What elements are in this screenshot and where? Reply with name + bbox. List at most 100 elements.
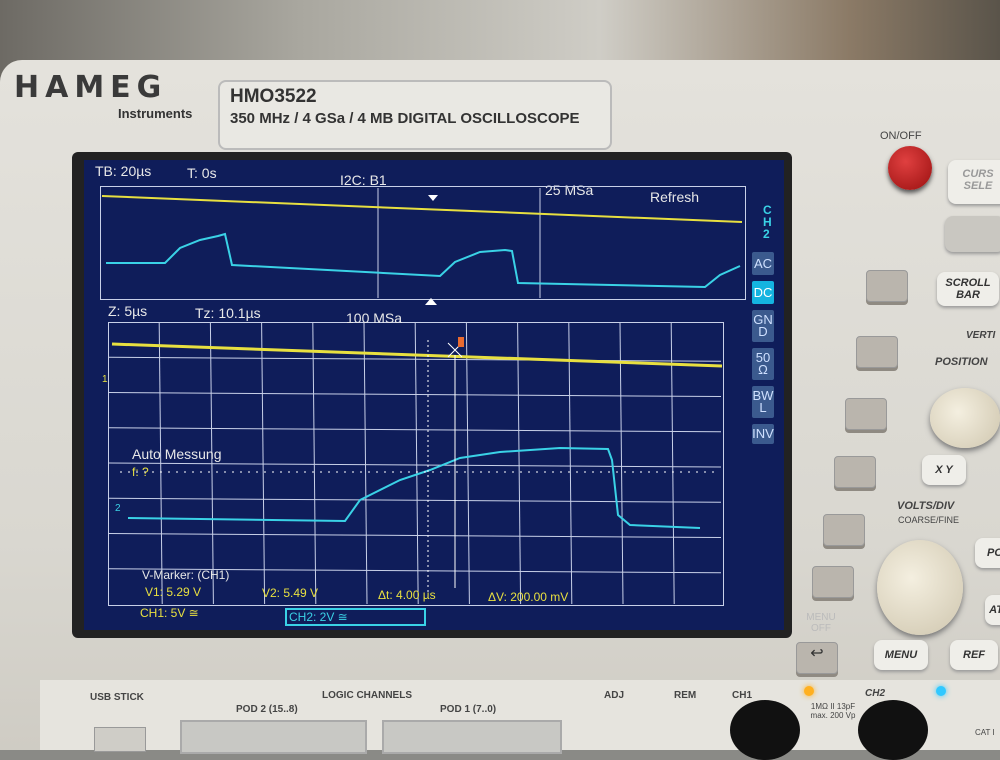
zoom-timebase: Z: 5µs xyxy=(108,303,148,319)
grid-line xyxy=(670,322,675,605)
position-knob[interactable] xyxy=(930,388,1000,448)
side-menu-item[interactable]: 50Ω xyxy=(752,348,774,380)
po-button[interactable]: PO xyxy=(975,538,1000,568)
ch2-level-marker: 2 xyxy=(115,503,121,514)
cat-label: CAT I xyxy=(975,728,995,737)
cursor-v1: V1: 5.29 V xyxy=(145,585,202,599)
ch1-led xyxy=(804,686,814,696)
softkey-4[interactable] xyxy=(834,456,876,488)
rotate-button[interactable] xyxy=(945,216,1000,252)
zoom-ch2-trace xyxy=(127,446,701,529)
grid-line xyxy=(312,322,317,605)
cursor-delta-t: Δt: 4.00 µs xyxy=(378,588,436,602)
model-name: HMO3522 xyxy=(230,86,317,107)
overview-ch1-trace xyxy=(101,195,743,223)
rem-label: REM xyxy=(674,690,697,701)
overview-window xyxy=(100,186,746,300)
auto-measure-title: Auto Messung xyxy=(132,446,222,462)
ch2-led xyxy=(936,686,946,696)
brand-logo: HAMEG xyxy=(14,70,168,105)
ch1-scale[interactable]: CH1: 5V ≅ xyxy=(140,606,199,620)
zoom-ch1-trace xyxy=(111,342,723,368)
softkey-3[interactable] xyxy=(845,398,887,430)
vertical-section-label: VERTI xyxy=(966,330,996,341)
grid-line xyxy=(414,322,419,605)
cursor-title: V-Marker: (CH1) xyxy=(142,568,230,582)
side-menu-item[interactable]: GND xyxy=(752,310,774,342)
side-menu-title: CH2 xyxy=(763,203,772,241)
grid-line xyxy=(108,462,722,468)
return-icon: ↩ xyxy=(810,645,824,662)
grid-line xyxy=(619,322,624,605)
coarse-fine-label: COARSE/FINE xyxy=(898,515,960,525)
pod1-label: POD 1 (7..0) xyxy=(440,704,497,715)
grid-line xyxy=(108,392,722,397)
ch2-bnc-input[interactable] xyxy=(858,700,928,760)
zoom-grid xyxy=(108,322,722,605)
softkey-2[interactable] xyxy=(856,336,898,368)
xy-button[interactable]: X Y xyxy=(922,455,966,485)
model-label-plate xyxy=(218,80,612,150)
trigger-position-icon xyxy=(458,337,464,347)
frequency-readout: f: ? xyxy=(132,465,149,479)
grid-line xyxy=(108,427,722,433)
ch2-input-label: CH2 xyxy=(865,688,886,699)
grid-line xyxy=(568,322,573,605)
zoom-sample-rate: 100 MSa xyxy=(346,310,403,326)
cursor-select-button[interactable]: CURS SELE xyxy=(948,160,1000,204)
model-description: 350 MHz / 4 GSa / 4 MB DIGITAL OSCILLOSC… xyxy=(230,110,580,127)
grid-line xyxy=(517,322,522,605)
side-menu-item[interactable]: BWL xyxy=(752,386,774,418)
usb-port[interactable] xyxy=(94,727,146,752)
grid-line xyxy=(108,497,722,503)
pod2-label: POD 2 (15..8) xyxy=(236,704,298,715)
zoom-position-marker xyxy=(425,298,437,305)
ref-bus-button[interactable]: REF BUS xyxy=(950,640,998,691)
timebase: TB: 20µs xyxy=(95,163,152,179)
usb-label: USB STICK xyxy=(90,692,144,703)
grid-line xyxy=(261,322,266,605)
side-menu-item[interactable]: AC xyxy=(752,252,774,275)
grid-line xyxy=(465,322,470,605)
brand-sub: Instruments xyxy=(118,106,193,121)
acq-mode: Refresh xyxy=(650,189,700,205)
grid-line xyxy=(108,533,722,538)
bus-label: I2C: B1 xyxy=(340,172,387,188)
grid-line xyxy=(363,322,368,605)
power-label: ON/OFF xyxy=(880,130,922,142)
softkey-6[interactable] xyxy=(812,566,854,598)
side-menu: AC DC GND 50Ω BWL INV xyxy=(752,252,776,450)
scroll-bar-button[interactable]: SCROLL BAR xyxy=(937,272,999,306)
zoom-time: Tz: 10.1µs xyxy=(195,305,261,321)
grid-line xyxy=(108,356,722,362)
trigger-marker xyxy=(428,195,438,201)
softkey-1[interactable] xyxy=(866,270,908,302)
input-spec: 1MΩ II 13pF max. 200 Vp xyxy=(810,702,856,720)
logic-channels-label: LOGIC CHANNELS xyxy=(322,690,412,701)
trigger-time: T: 0s xyxy=(187,165,217,181)
volts-div-knob[interactable] xyxy=(877,540,963,635)
side-menu-item[interactable]: INV xyxy=(752,424,774,444)
power-button[interactable] xyxy=(888,146,932,190)
pod2-connector[interactable] xyxy=(180,720,367,754)
menu-off-label: MENU OFF xyxy=(806,612,836,634)
adj-label: ADJ xyxy=(604,690,625,701)
pod1-connector[interactable] xyxy=(382,720,562,754)
back-button[interactable]: ↩ xyxy=(796,642,838,674)
overview-ch2-trace xyxy=(106,232,741,289)
ch1-input-label: CH1 xyxy=(732,690,753,701)
menu-button[interactable]: MENU xyxy=(874,640,928,670)
volts-div-label: VOLTS/DIV xyxy=(897,500,955,512)
grid-line xyxy=(108,568,722,574)
zoom-window xyxy=(108,322,724,606)
softkey-5[interactable] xyxy=(823,514,865,546)
ch2-scale-selected[interactable]: CH2: 2V ≅ xyxy=(285,608,426,626)
ch1-bnc-input[interactable] xyxy=(730,700,800,760)
side-menu-item[interactable]: DC xyxy=(752,281,774,304)
cursor-v2: V2: 5.49 V xyxy=(262,586,319,600)
position-label: POSITION xyxy=(935,356,988,368)
math-button[interactable]: ATH xyxy=(985,595,1000,625)
cursor-delta-v: ΔV: 200.00 mV xyxy=(488,590,569,604)
ch1-level-marker: 1 xyxy=(102,374,108,385)
